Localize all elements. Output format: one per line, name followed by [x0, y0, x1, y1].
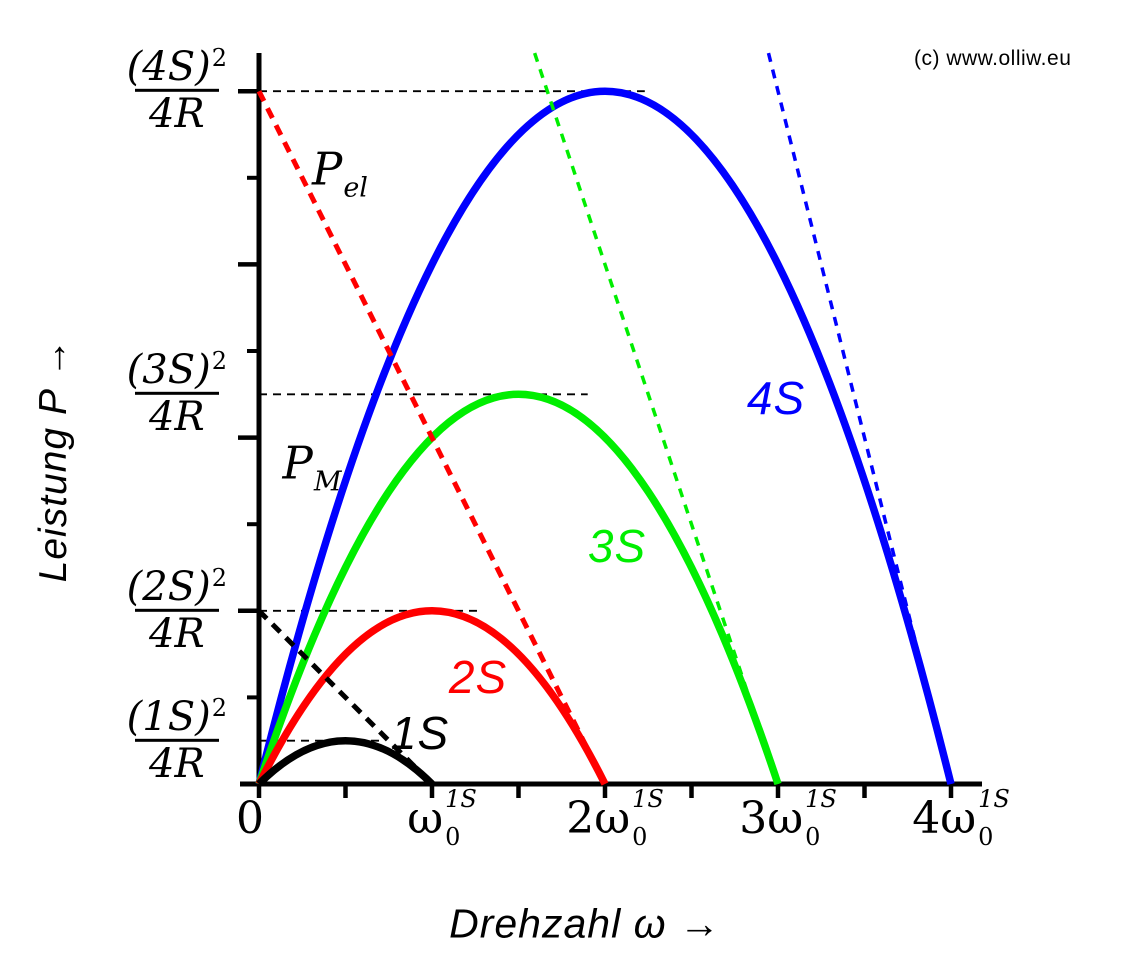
- sub-sup-stack: 1S 0: [978, 785, 1010, 851]
- fraction-denominator: 4R: [135, 739, 219, 786]
- curve-label-2S: 2S: [448, 651, 508, 703]
- pel-line-2S: [256, 90, 608, 786]
- y-axis-title: Leistung P →: [32, 337, 75, 583]
- x-tick-label-2: 2ω 1S 0: [566, 785, 664, 851]
- y-level-label-9: (3S)2 4R: [125, 346, 229, 439]
- sub-sup-stack: 1S 0: [632, 785, 664, 851]
- pel-line-4S: [766, 52, 953, 785]
- y-level-label-1: (1S)2 4R: [125, 693, 229, 786]
- fraction-denominator: 4R: [135, 89, 219, 136]
- fraction-numerator: (2S)2: [126, 563, 227, 610]
- x-tick-label-0: 0: [236, 793, 264, 844]
- fraction-numerator: (4S)2: [126, 43, 227, 90]
- x-tick-label-1: ω 1S 0: [407, 785, 477, 851]
- x-tick-label-3: 3ω 1S 0: [739, 785, 837, 851]
- x-tick-label-4: 4ω 1S 0: [912, 785, 1010, 851]
- curve-label-4S: 4S: [746, 372, 806, 424]
- sub-sup-stack: 1S 0: [805, 785, 837, 851]
- fraction-numerator: (3S)2: [126, 346, 227, 393]
- fraction-denominator: 4R: [135, 392, 219, 439]
- curve-label-1S: 1S: [390, 707, 450, 759]
- fraction-denominator: 4R: [135, 609, 219, 656]
- pel-line-3S: [532, 52, 780, 785]
- pm-curve-2S: [255, 607, 609, 786]
- fraction-numerator: (1S)2: [126, 693, 227, 740]
- pm-curve-4S: [255, 87, 955, 785]
- y-level-label-16: (4S)2 4R: [125, 43, 229, 136]
- pm-annotation: PM: [282, 436, 342, 498]
- pm-curve-3S: [255, 390, 782, 786]
- sub-sup-stack: 1S 0: [445, 785, 477, 851]
- pel-line-1S: [257, 609, 434, 786]
- y-level-label-4: (2S)2 4R: [125, 563, 229, 656]
- pel-annotation: Pel: [312, 142, 368, 204]
- copyright-text: (c) www.olliw.eu: [914, 47, 1072, 70]
- curve-label-3S: 3S: [587, 520, 647, 572]
- x-axis-title: Drehzahl ω →: [449, 900, 721, 947]
